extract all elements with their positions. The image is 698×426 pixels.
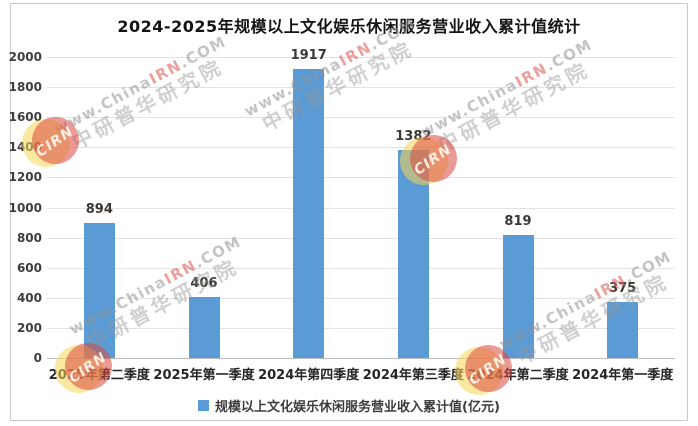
x-axis-line xyxy=(47,358,675,359)
x-axis-category-label: 2024年第三季度 xyxy=(362,368,464,383)
x-axis-category-label: 2024年第一季度 xyxy=(572,368,674,383)
bar-value-label: 406 xyxy=(190,275,218,291)
bar xyxy=(502,234,534,358)
gridline xyxy=(47,267,675,269)
gridline xyxy=(47,237,675,239)
legend: 规模以上文化娱乐休闲服务营业收入累计值(亿元) xyxy=(0,396,698,415)
gridline xyxy=(47,327,675,329)
bar-value-label: 375 xyxy=(609,280,637,296)
gridline xyxy=(47,297,675,299)
y-axis-tick-label: 1200 xyxy=(8,170,42,185)
x-axis-category-label: 2025年第二季度 xyxy=(48,368,150,383)
gridline xyxy=(47,87,675,89)
y-axis-tick-label: 1400 xyxy=(8,140,42,155)
bar xyxy=(83,223,115,358)
y-axis-tick-label: 1800 xyxy=(8,80,42,95)
bar-value-label: 1917 xyxy=(290,48,327,64)
y-axis-tick-label: 1600 xyxy=(8,110,42,125)
legend-marker-icon xyxy=(198,400,210,411)
bar-value-label: 1382 xyxy=(395,129,432,144)
gridline xyxy=(47,147,675,149)
y-axis-tick-label: 200 xyxy=(16,320,42,335)
y-axis-tick-label: 800 xyxy=(16,230,42,245)
bar-value-label: 894 xyxy=(85,202,113,218)
bar xyxy=(188,296,220,358)
gridline xyxy=(47,177,675,179)
bar-value-label: 819 xyxy=(504,213,532,229)
y-axis-tick-label: 400 xyxy=(16,290,42,305)
chart-border xyxy=(10,3,688,421)
x-axis-category-label: 2024年第二季度 xyxy=(467,368,569,383)
x-axis-category-label: 2025年第一季度 xyxy=(153,368,255,383)
legend-label: 规模以上文化娱乐休闲服务营业收入累计值(亿元) xyxy=(215,400,500,415)
y-axis-tick-label: 0 xyxy=(33,351,42,365)
gridline xyxy=(47,207,675,209)
y-axis-tick-label: 1000 xyxy=(8,200,42,215)
y-axis-tick-label: 600 xyxy=(16,260,42,275)
y-axis-tick-label: 2000 xyxy=(8,50,42,64)
bar xyxy=(607,301,639,358)
gridline xyxy=(47,117,675,119)
bar xyxy=(397,150,429,358)
bar xyxy=(293,69,325,358)
chart-title: 2024-2025年规模以上文化娱乐休闲服务营业收入累计值统计 xyxy=(117,17,581,36)
gridline xyxy=(47,57,675,58)
x-axis-category-label: 2024年第四季度 xyxy=(258,368,360,383)
